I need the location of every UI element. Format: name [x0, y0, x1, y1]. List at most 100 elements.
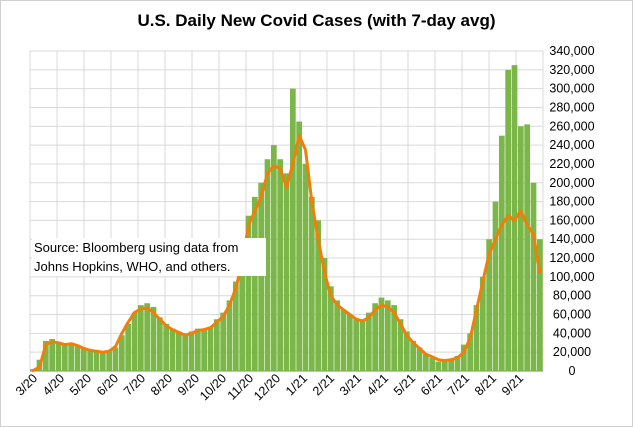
daily-case-bar [42, 340, 49, 371]
y-tick-label: 100,000 [549, 270, 594, 284]
daily-case-bar [454, 355, 461, 371]
x-tick-label: 11/20 [225, 371, 256, 402]
x-tick-label: 7/21 [445, 371, 472, 398]
daily-case-bar [220, 312, 227, 371]
daily-case-bar [232, 281, 239, 371]
y-tick-label: 160,000 [549, 213, 594, 227]
y-tick-label: 60,000 [553, 308, 591, 322]
daily-case-bar [353, 319, 360, 371]
daily-case-bar [384, 300, 391, 371]
y-tick-label: 0 [569, 364, 576, 378]
daily-case-bar [391, 305, 398, 371]
x-tick-label: 5/21 [391, 371, 418, 398]
daily-case-bar [308, 196, 315, 371]
daily-case-bar [486, 239, 493, 371]
daily-case-bar [201, 328, 208, 371]
daily-case-bar [536, 239, 543, 371]
daily-case-bar [505, 69, 512, 371]
daily-case-bar [125, 323, 132, 371]
daily-case-bar [169, 328, 176, 371]
daily-case-bar [245, 215, 252, 371]
daily-case-bar [296, 121, 303, 372]
source-note: Source: Bloomberg using data from Johns … [32, 238, 266, 276]
daily-case-bar [327, 286, 334, 371]
x-tick-label: 7/20 [121, 371, 148, 398]
daily-case-bar [498, 135, 505, 371]
daily-case-bar [359, 319, 366, 371]
daily-case-bar [207, 326, 214, 371]
daily-case-bar [340, 309, 347, 371]
daily-case-bar [289, 88, 296, 371]
daily-case-bar [448, 359, 455, 371]
daily-case-bar [416, 347, 423, 371]
y-tick-label: 260,000 [549, 119, 594, 133]
x-tick-label: 5/20 [67, 371, 94, 398]
daily-case-bar [182, 333, 189, 371]
daily-case-bar [467, 333, 474, 371]
x-tick-label: 10/20 [197, 371, 229, 403]
y-tick-label: 180,000 [549, 195, 594, 209]
daily-case-bar [460, 344, 467, 371]
daily-case-bar [479, 276, 486, 371]
y-tick-label: 240,000 [549, 138, 594, 152]
daily-case-bar [175, 331, 182, 371]
daily-case-bar [365, 312, 372, 371]
daily-case-bar [163, 323, 170, 371]
x-tick-label: 12/20 [251, 371, 283, 403]
daily-case-bar [118, 335, 125, 371]
daily-case-bar [61, 343, 68, 371]
x-tick-label: 9/21 [499, 371, 526, 398]
daily-case-bar [517, 126, 524, 371]
daily-case-bar [315, 220, 322, 371]
y-tick-label: 320,000 [549, 63, 594, 77]
daily-case-bar [473, 305, 480, 371]
daily-case-bar [302, 163, 309, 371]
daily-case-bar [80, 347, 87, 371]
daily-case-bar [397, 319, 404, 371]
x-tick-label: 2/21 [310, 371, 337, 398]
x-tick-label: 4/21 [364, 371, 391, 398]
y-tick-label: 20,000 [553, 345, 591, 359]
x-tick-label: 4/20 [40, 371, 67, 398]
daily-case-bar [226, 300, 233, 371]
x-tick-label: 8/20 [148, 371, 175, 398]
x-tick-label: 6/20 [94, 371, 121, 398]
y-tick-label: 80,000 [553, 289, 591, 303]
y-tick-label: 200,000 [549, 176, 594, 190]
daily-case-bar [334, 300, 341, 371]
daily-case-bar [188, 331, 195, 371]
daily-case-bar [321, 258, 328, 371]
daily-case-bar [429, 357, 436, 371]
daily-case-bar [239, 253, 246, 371]
x-tick-label: 6/21 [418, 371, 445, 398]
daily-case-bar [264, 159, 271, 371]
daily-case-bar [194, 328, 201, 371]
daily-case-bar [530, 182, 537, 371]
daily-case-bar [435, 361, 442, 371]
daily-case-bar [93, 351, 100, 371]
x-tick-label: 3/21 [337, 371, 364, 398]
daily-case-bar [213, 319, 220, 371]
daily-case-bar [441, 361, 448, 371]
daily-case-bar [270, 145, 277, 371]
chart-title: U.S. Daily New Covid Cases (with 7-day a… [137, 11, 496, 30]
daily-case-bar [74, 344, 81, 371]
daily-case-bar [403, 331, 410, 371]
y-tick-label: 340,000 [549, 44, 594, 58]
daily-case-bar [55, 341, 62, 371]
daily-case-bar [150, 307, 157, 371]
daily-case-bar [87, 350, 94, 371]
y-tick-label: 140,000 [549, 232, 594, 246]
daily-case-bar [144, 303, 151, 371]
daily-case-bar [156, 317, 163, 371]
daily-case-bar [378, 297, 385, 371]
y-tick-label: 220,000 [549, 157, 594, 171]
daily-case-bar [251, 196, 258, 371]
daily-case-bar [524, 124, 531, 371]
daily-case-bar [492, 201, 499, 371]
daily-case-bar [112, 347, 119, 371]
daily-case-bar [422, 354, 429, 371]
daily-case-bar [346, 314, 353, 371]
y-tick-label: 300,000 [549, 82, 594, 96]
